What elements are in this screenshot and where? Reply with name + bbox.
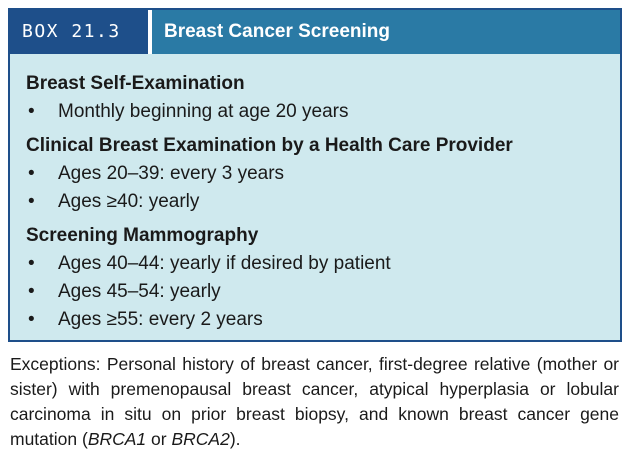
list-item: • Ages 40–44: yearly if desired by patien… <box>26 250 610 278</box>
bullet-icon: • <box>28 309 35 330</box>
gene-brca2: BRCA2 <box>171 429 230 449</box>
list-item: • Ages ≥55: every 2 years <box>26 306 610 334</box>
item-list: • Monthly beginning at age 20 years <box>26 98 610 126</box>
bullet-icon: • <box>28 281 35 302</box>
section-heading: Screening Mammography <box>26 225 259 246</box>
list-item-text: Ages 45–54: yearly <box>58 281 221 302</box>
item-list: • Ages 20–39: every 3 years • Ages ≥40: ye… <box>26 160 610 216</box>
list-item: • Ages ≥40: yearly <box>26 188 610 216</box>
section-clinical-exam: Clinical Breast Examination by a Health … <box>26 132 610 216</box>
screening-box: BOX 21.3 Breast Cancer Screening Breast … <box>8 8 622 342</box>
box-header: BOX 21.3 Breast Cancer Screening <box>10 10 620 54</box>
footnote-conjunction: or <box>146 429 172 449</box>
section-self-exam: Breast Self-Examination • Monthly beginni… <box>26 70 610 126</box>
footnote-closing: ). <box>229 429 241 449</box>
bullet-icon: • <box>28 191 35 212</box>
bullet-icon: • <box>28 253 35 274</box>
bullet-icon: • <box>28 163 35 184</box>
exceptions-footnote: Exceptions: Personal history of breast c… <box>10 352 619 452</box>
box-number-label: BOX 21.3 <box>10 10 148 54</box>
list-item-text: Ages ≥40: yearly <box>58 191 200 212</box>
list-item: • Ages 20–39: every 3 years <box>26 160 610 188</box>
item-list: • Ages 40–44: yearly if desired by patien… <box>26 250 610 334</box>
list-item: • Monthly beginning at age 20 years <box>26 98 610 126</box>
list-item: • Ages 45–54: yearly <box>26 278 610 306</box>
list-item-text: Ages 20–39: every 3 years <box>58 163 285 184</box>
section-mammography: Screening Mammography • Ages 40–44: yearl… <box>26 222 610 334</box>
box-body: Breast Self-Examination • Monthly beginni… <box>26 70 610 334</box>
section-heading: Clinical Breast Examination by a Health … <box>26 135 513 156</box>
section-heading: Breast Self-Examination <box>26 73 245 94</box>
bullet-icon: • <box>28 101 35 122</box>
list-item-text: Monthly beginning at age 20 years <box>58 101 349 122</box>
box-title: Breast Cancer Screening <box>152 10 620 54</box>
list-item-text: Ages ≥55: every 2 years <box>58 309 263 330</box>
footnote-text: Exceptions: Personal history of breast c… <box>10 354 619 449</box>
header-separator <box>148 10 152 54</box>
list-item-text: Ages 40–44: yearly if desired by patient <box>58 253 391 274</box>
gene-brca1: BRCA1 <box>87 429 147 449</box>
